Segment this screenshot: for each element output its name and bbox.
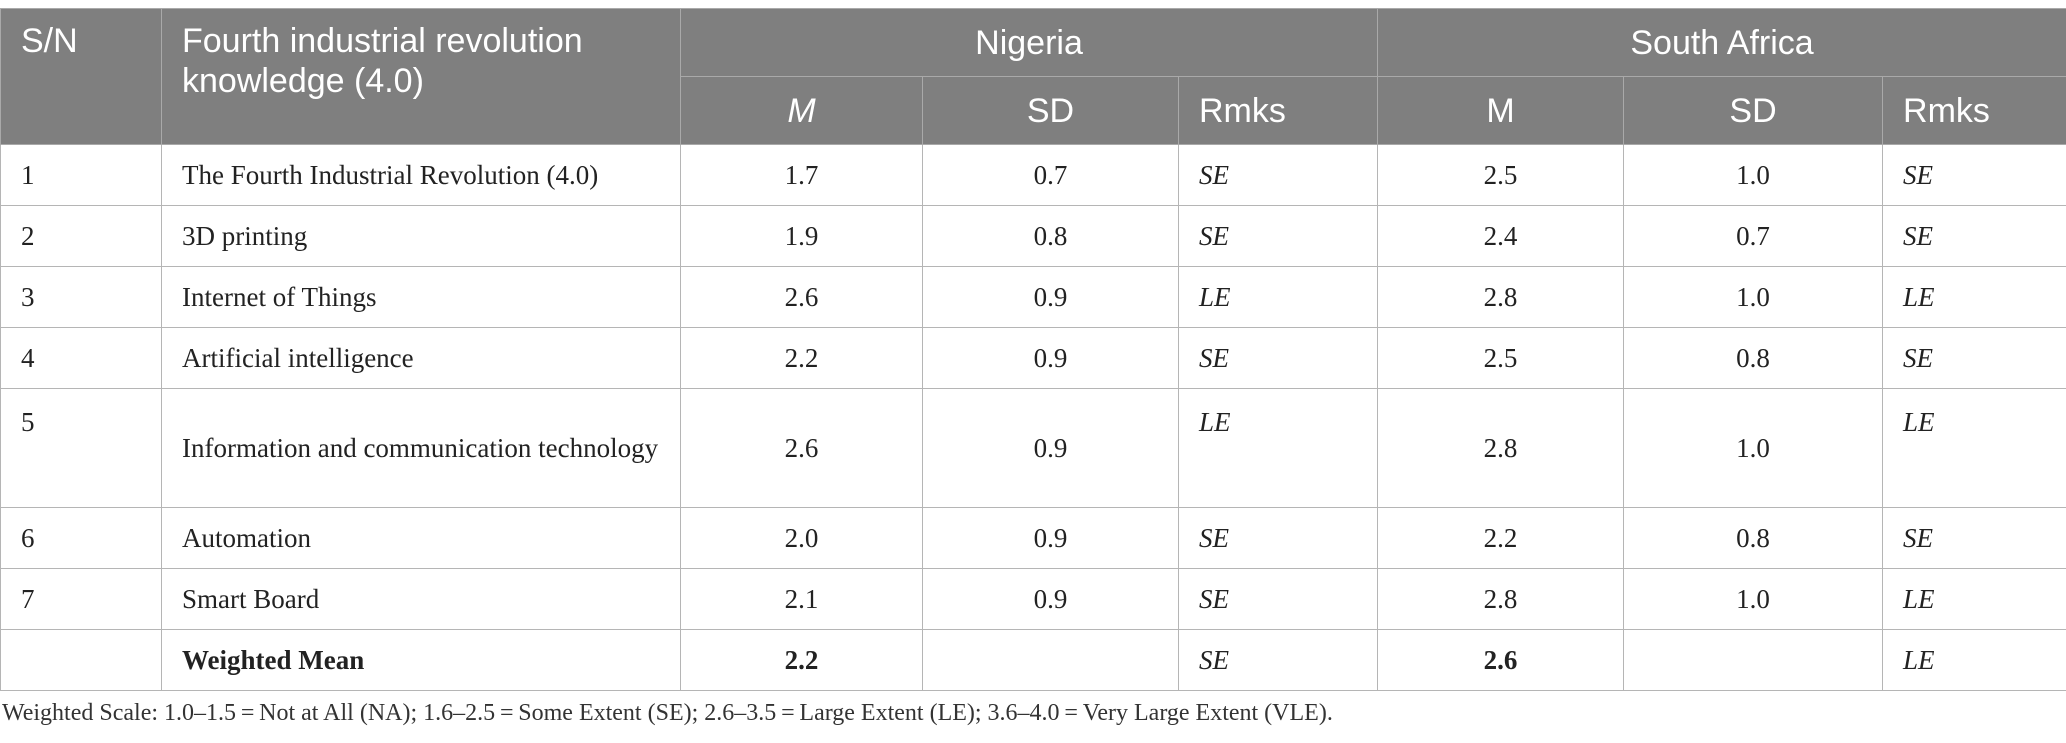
weighted-sa-mean: 2.6 xyxy=(1377,629,1625,691)
row-sa-mean: 2.8 xyxy=(1377,266,1625,328)
row-sa-sd: 0.8 xyxy=(1623,507,1884,569)
row-nigeria-sd: 0.9 xyxy=(922,266,1179,328)
table-row: 3 Internet of Things 2.6 0.9 LE 2.8 1.0 … xyxy=(0,266,2066,328)
table-row: 5 Information and communication technolo… xyxy=(0,388,2066,508)
row-sa-sd: 1.0 xyxy=(1623,144,1884,206)
header-sa-sd: SD xyxy=(1623,76,1884,145)
row-sn: 5 xyxy=(0,388,162,508)
row-item: Artificial intelligence xyxy=(161,327,681,389)
table-row: 6 Automation 2.0 0.9 SE 2.2 0.8 SE xyxy=(0,507,2066,569)
row-sa-sd: 0.7 xyxy=(1623,205,1884,267)
row-nigeria-sd: 0.9 xyxy=(922,507,1179,569)
row-nigeria-mean: 1.9 xyxy=(680,205,923,267)
table-row: 2 3D printing 1.9 0.8 SE 2.4 0.7 SE xyxy=(0,205,2066,267)
table-row: 1 The Fourth Industrial Revolution (4.0)… xyxy=(0,144,2066,206)
row-sn: 4 xyxy=(0,327,162,389)
table-footnote: Weighted Scale: 1.0–1.5 = Not at All (NA… xyxy=(2,700,1333,726)
row-sa-rmk: SE xyxy=(1882,327,2066,389)
row-nigeria-sd: 0.9 xyxy=(922,388,1179,508)
table-body: 1 The Fourth Industrial Revolution (4.0)… xyxy=(0,144,2066,691)
weighted-nigeria-sd-empty xyxy=(922,629,1179,691)
row-sa-rmk: SE xyxy=(1882,144,2066,206)
row-sa-rmk: SE xyxy=(1882,205,2066,267)
row-item: Information and communication technology xyxy=(161,388,681,508)
row-sa-mean: 2.8 xyxy=(1377,568,1625,630)
results-table: S/N Fourth industrial revolution knowled… xyxy=(0,8,2066,691)
row-sa-sd: 1.0 xyxy=(1623,388,1884,508)
row-item: Internet of Things xyxy=(161,266,681,328)
row-nigeria-rmk: LE xyxy=(1177,266,1379,328)
row-item: 3D printing xyxy=(161,205,681,267)
row-nigeria-mean: 2.0 xyxy=(680,507,923,569)
weighted-sn-empty xyxy=(0,629,162,691)
header-nigeria-rmks: Rmks xyxy=(1177,76,1379,145)
row-sn: 2 xyxy=(0,205,162,267)
row-item: Automation xyxy=(161,507,681,569)
header-knowledge: Fourth industrial revolution knowledge (… xyxy=(161,8,681,145)
row-sa-sd: 0.8 xyxy=(1623,327,1884,389)
table-row: 4 Artificial intelligence 2.2 0.9 SE 2.5… xyxy=(0,327,2066,389)
row-sa-sd: 1.0 xyxy=(1623,266,1884,328)
row-sa-sd: 1.0 xyxy=(1623,568,1884,630)
weighted-nigeria-rmk: SE xyxy=(1177,629,1379,691)
header-sa-mean: M xyxy=(1377,76,1625,145)
results-table-container: S/N Fourth industrial revolution knowled… xyxy=(0,8,2066,691)
row-item: Smart Board xyxy=(161,568,681,630)
row-sa-mean: 2.4 xyxy=(1377,205,1625,267)
row-nigeria-rmk: SE xyxy=(1177,507,1379,569)
row-nigeria-sd: 0.7 xyxy=(922,144,1179,206)
row-item: The Fourth Industrial Revolution (4.0) xyxy=(161,144,681,206)
row-sa-rmk: LE xyxy=(1882,266,2066,328)
weighted-sa-rmk: LE xyxy=(1882,629,2066,691)
row-nigeria-mean: 1.7 xyxy=(680,144,923,206)
table-header: S/N Fourth industrial revolution knowled… xyxy=(0,8,2066,145)
row-nigeria-rmk: LE xyxy=(1177,388,1379,508)
table-row: 7 Smart Board 2.1 0.9 SE 2.8 1.0 LE xyxy=(0,568,2066,630)
row-sa-rmk: SE xyxy=(1882,507,2066,569)
row-sn: 7 xyxy=(0,568,162,630)
row-sa-mean: 2.5 xyxy=(1377,144,1625,206)
row-sa-mean: 2.5 xyxy=(1377,327,1625,389)
header-south-africa: South Africa xyxy=(1377,8,2066,77)
header-nigeria: Nigeria xyxy=(679,8,1379,77)
weighted-sa-sd-empty xyxy=(1623,629,1884,691)
header-sn: S/N xyxy=(0,8,162,145)
row-sn: 6 xyxy=(0,507,162,569)
header-nigeria-sd: SD xyxy=(922,76,1179,145)
row-nigeria-mean: 2.6 xyxy=(680,266,923,328)
row-sa-mean: 2.2 xyxy=(1377,507,1625,569)
row-nigeria-sd: 0.9 xyxy=(922,327,1179,389)
row-sa-rmk: LE xyxy=(1882,388,2066,508)
row-nigeria-mean: 2.6 xyxy=(680,388,923,508)
row-sa-rmk: LE xyxy=(1882,568,2066,630)
weighted-mean-label: Weighted Mean xyxy=(161,629,681,691)
row-nigeria-rmk: SE xyxy=(1177,568,1379,630)
header-sa-rmks: Rmks xyxy=(1882,76,2066,145)
row-sn: 1 xyxy=(0,144,162,206)
row-nigeria-mean: 2.1 xyxy=(680,568,923,630)
row-nigeria-rmk: SE xyxy=(1177,144,1379,206)
row-nigeria-sd: 0.8 xyxy=(922,205,1179,267)
weighted-mean-row: Weighted Mean 2.2 SE 2.6 LE xyxy=(0,629,2066,691)
weighted-nigeria-mean: 2.2 xyxy=(680,629,923,691)
row-nigeria-rmk: SE xyxy=(1177,327,1379,389)
row-nigeria-rmk: SE xyxy=(1177,205,1379,267)
row-nigeria-sd: 0.9 xyxy=(922,568,1179,630)
header-nigeria-mean: M xyxy=(680,76,923,145)
row-sn: 3 xyxy=(0,266,162,328)
row-nigeria-mean: 2.2 xyxy=(680,327,923,389)
row-sa-mean: 2.8 xyxy=(1377,388,1625,508)
